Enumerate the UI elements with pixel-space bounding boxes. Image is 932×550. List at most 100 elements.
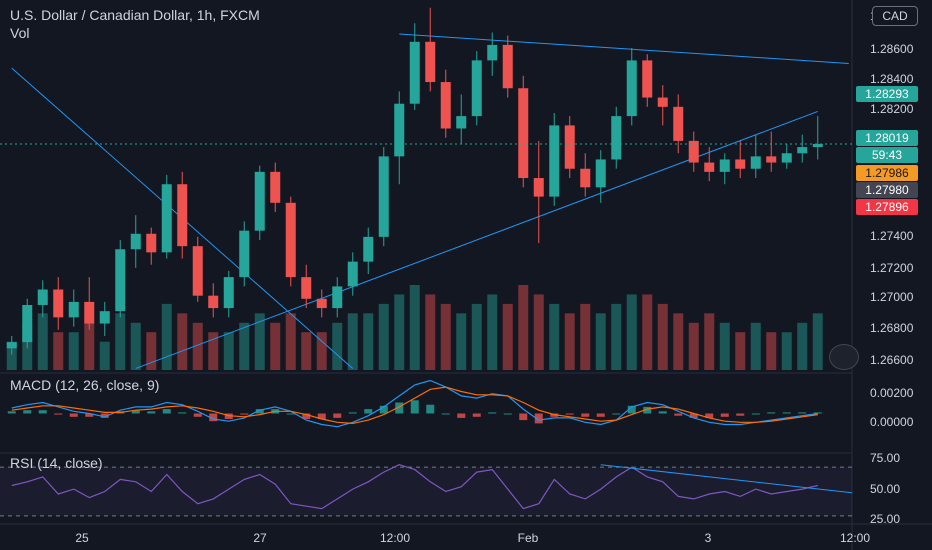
- volume-bar: [161, 303, 172, 370]
- candle-body: [611, 116, 622, 160]
- macd-histogram-bar: [596, 413, 605, 417]
- macd-label[interactable]: MACD (12, 26, close, 9): [10, 377, 160, 393]
- macd-histogram-bar: [813, 412, 822, 414]
- volume-bar: [626, 294, 637, 370]
- volume-bar: [750, 322, 761, 370]
- time-tick: 12:00: [840, 531, 870, 545]
- macd-histogram-bar: [85, 413, 94, 417]
- candle-body: [84, 301, 95, 324]
- symbol-title[interactable]: U.S. Dollar / Canadian Dollar, 1h, FXCM: [10, 7, 260, 23]
- macd-histogram-bar: [410, 400, 419, 414]
- volume-bar: [642, 294, 653, 370]
- volume-bar: [99, 341, 110, 370]
- macd-histogram-bar: [38, 410, 47, 414]
- volume-bar: [84, 322, 95, 370]
- candle-body: [750, 156, 761, 169]
- volume-bar: [223, 332, 234, 370]
- candle-body: [704, 162, 715, 172]
- macd-histogram-bar: [534, 413, 543, 424]
- candle-body: [6, 342, 17, 349]
- volume-label[interactable]: Vol: [10, 25, 30, 41]
- time-tick: 25: [75, 531, 89, 545]
- price-tick: 1.28400: [870, 72, 914, 86]
- candles: [0, 7, 852, 355]
- volume-bar: [146, 332, 157, 370]
- volume-bar: [549, 303, 560, 370]
- candle-body: [487, 44, 498, 61]
- price-tick: 1.26800: [870, 321, 914, 335]
- volume-bar: [115, 313, 126, 370]
- price-tick: 1.26600: [870, 353, 914, 367]
- volume-bar: [394, 294, 405, 370]
- volume-bar: [580, 303, 591, 370]
- volume-bar: [130, 322, 141, 370]
- macd-histogram-bar: [23, 410, 32, 414]
- volume-bar: [440, 303, 451, 370]
- candle-body: [688, 140, 699, 163]
- time-tick: 3: [705, 531, 712, 545]
- macd-histogram-bar: [395, 402, 404, 414]
- macd-histogram-bar: [333, 413, 342, 418]
- candle-body: [22, 304, 33, 343]
- volume-bar: [192, 322, 203, 370]
- macd-histogram-bar: [364, 409, 373, 414]
- candle-body: [223, 277, 234, 309]
- macd-histogram-bar: [100, 413, 109, 418]
- macd-histogram-bar: [178, 412, 187, 414]
- volume-bar: [673, 313, 684, 370]
- candle-body: [115, 249, 126, 312]
- us-flag-icon[interactable]: [829, 344, 859, 370]
- trendline: [135, 110, 818, 369]
- volume-bar: [518, 285, 529, 370]
- time-tick: Feb: [518, 531, 539, 545]
- time-axis[interactable]: 25 27 12:00 Feb 3 12:00: [75, 531, 870, 545]
- volume-bar: [332, 322, 343, 370]
- macd-histogram-bar: [689, 413, 698, 418]
- macd-histogram-bar: [240, 413, 249, 415]
- price-tick: 1.27000: [870, 290, 914, 304]
- candle-body: [626, 60, 637, 117]
- volume-bar: [378, 303, 389, 370]
- rsi-tick: 50.00: [870, 482, 900, 496]
- macd-histogram-bar: [317, 413, 326, 419]
- volume-bar: [68, 332, 79, 370]
- macd-tick: 0.00000: [870, 415, 914, 429]
- volume-bar: [611, 303, 622, 370]
- macd-histogram-bar: [767, 412, 776, 414]
- candle-body: [130, 233, 141, 250]
- candle-body: [781, 153, 792, 163]
- rsi-label[interactable]: RSI (14, close): [10, 455, 103, 471]
- volume-bar: [766, 332, 777, 370]
- volume-bar: [657, 303, 668, 370]
- macd-histogram-bar: [627, 405, 636, 414]
- macd-histogram-bar: [255, 409, 264, 414]
- candle-body: [99, 311, 110, 324]
- macd-histogram-bar: [612, 413, 621, 415]
- volume-bar: [719, 322, 730, 370]
- candle-body: [564, 125, 575, 169]
- volume-bar: [347, 313, 358, 370]
- candle-body: [316, 298, 327, 309]
- macd-histogram-bar: [7, 411, 16, 414]
- macd-histogram-bar: [348, 412, 357, 414]
- candle-body: [239, 230, 250, 278]
- currency-button[interactable]: CAD: [872, 6, 918, 26]
- candle-body: [409, 41, 420, 104]
- candle-body: [192, 246, 203, 296]
- macd-histogram-bar: [798, 412, 807, 414]
- price-tick: 1.28200: [870, 102, 914, 116]
- volume-bar: [688, 322, 699, 370]
- volume-bar: [564, 313, 575, 370]
- price-tag-mid: 1.27980: [856, 182, 918, 198]
- volume-bar: [409, 285, 420, 370]
- price-tag-target: 1.28293: [856, 86, 918, 102]
- macd-histogram-bar: [162, 409, 171, 414]
- macd-histogram-bar: [302, 413, 311, 419]
- macd-histogram-bar: [488, 412, 497, 414]
- macd-histogram-bar: [286, 413, 295, 415]
- candle-body: [177, 184, 188, 247]
- price-axis[interactable]: 1.288001.286001.284001.282001.274001.272…: [870, 9, 914, 526]
- time-tick: 12:00: [380, 531, 410, 545]
- macd-histogram-bar: [54, 413, 63, 415]
